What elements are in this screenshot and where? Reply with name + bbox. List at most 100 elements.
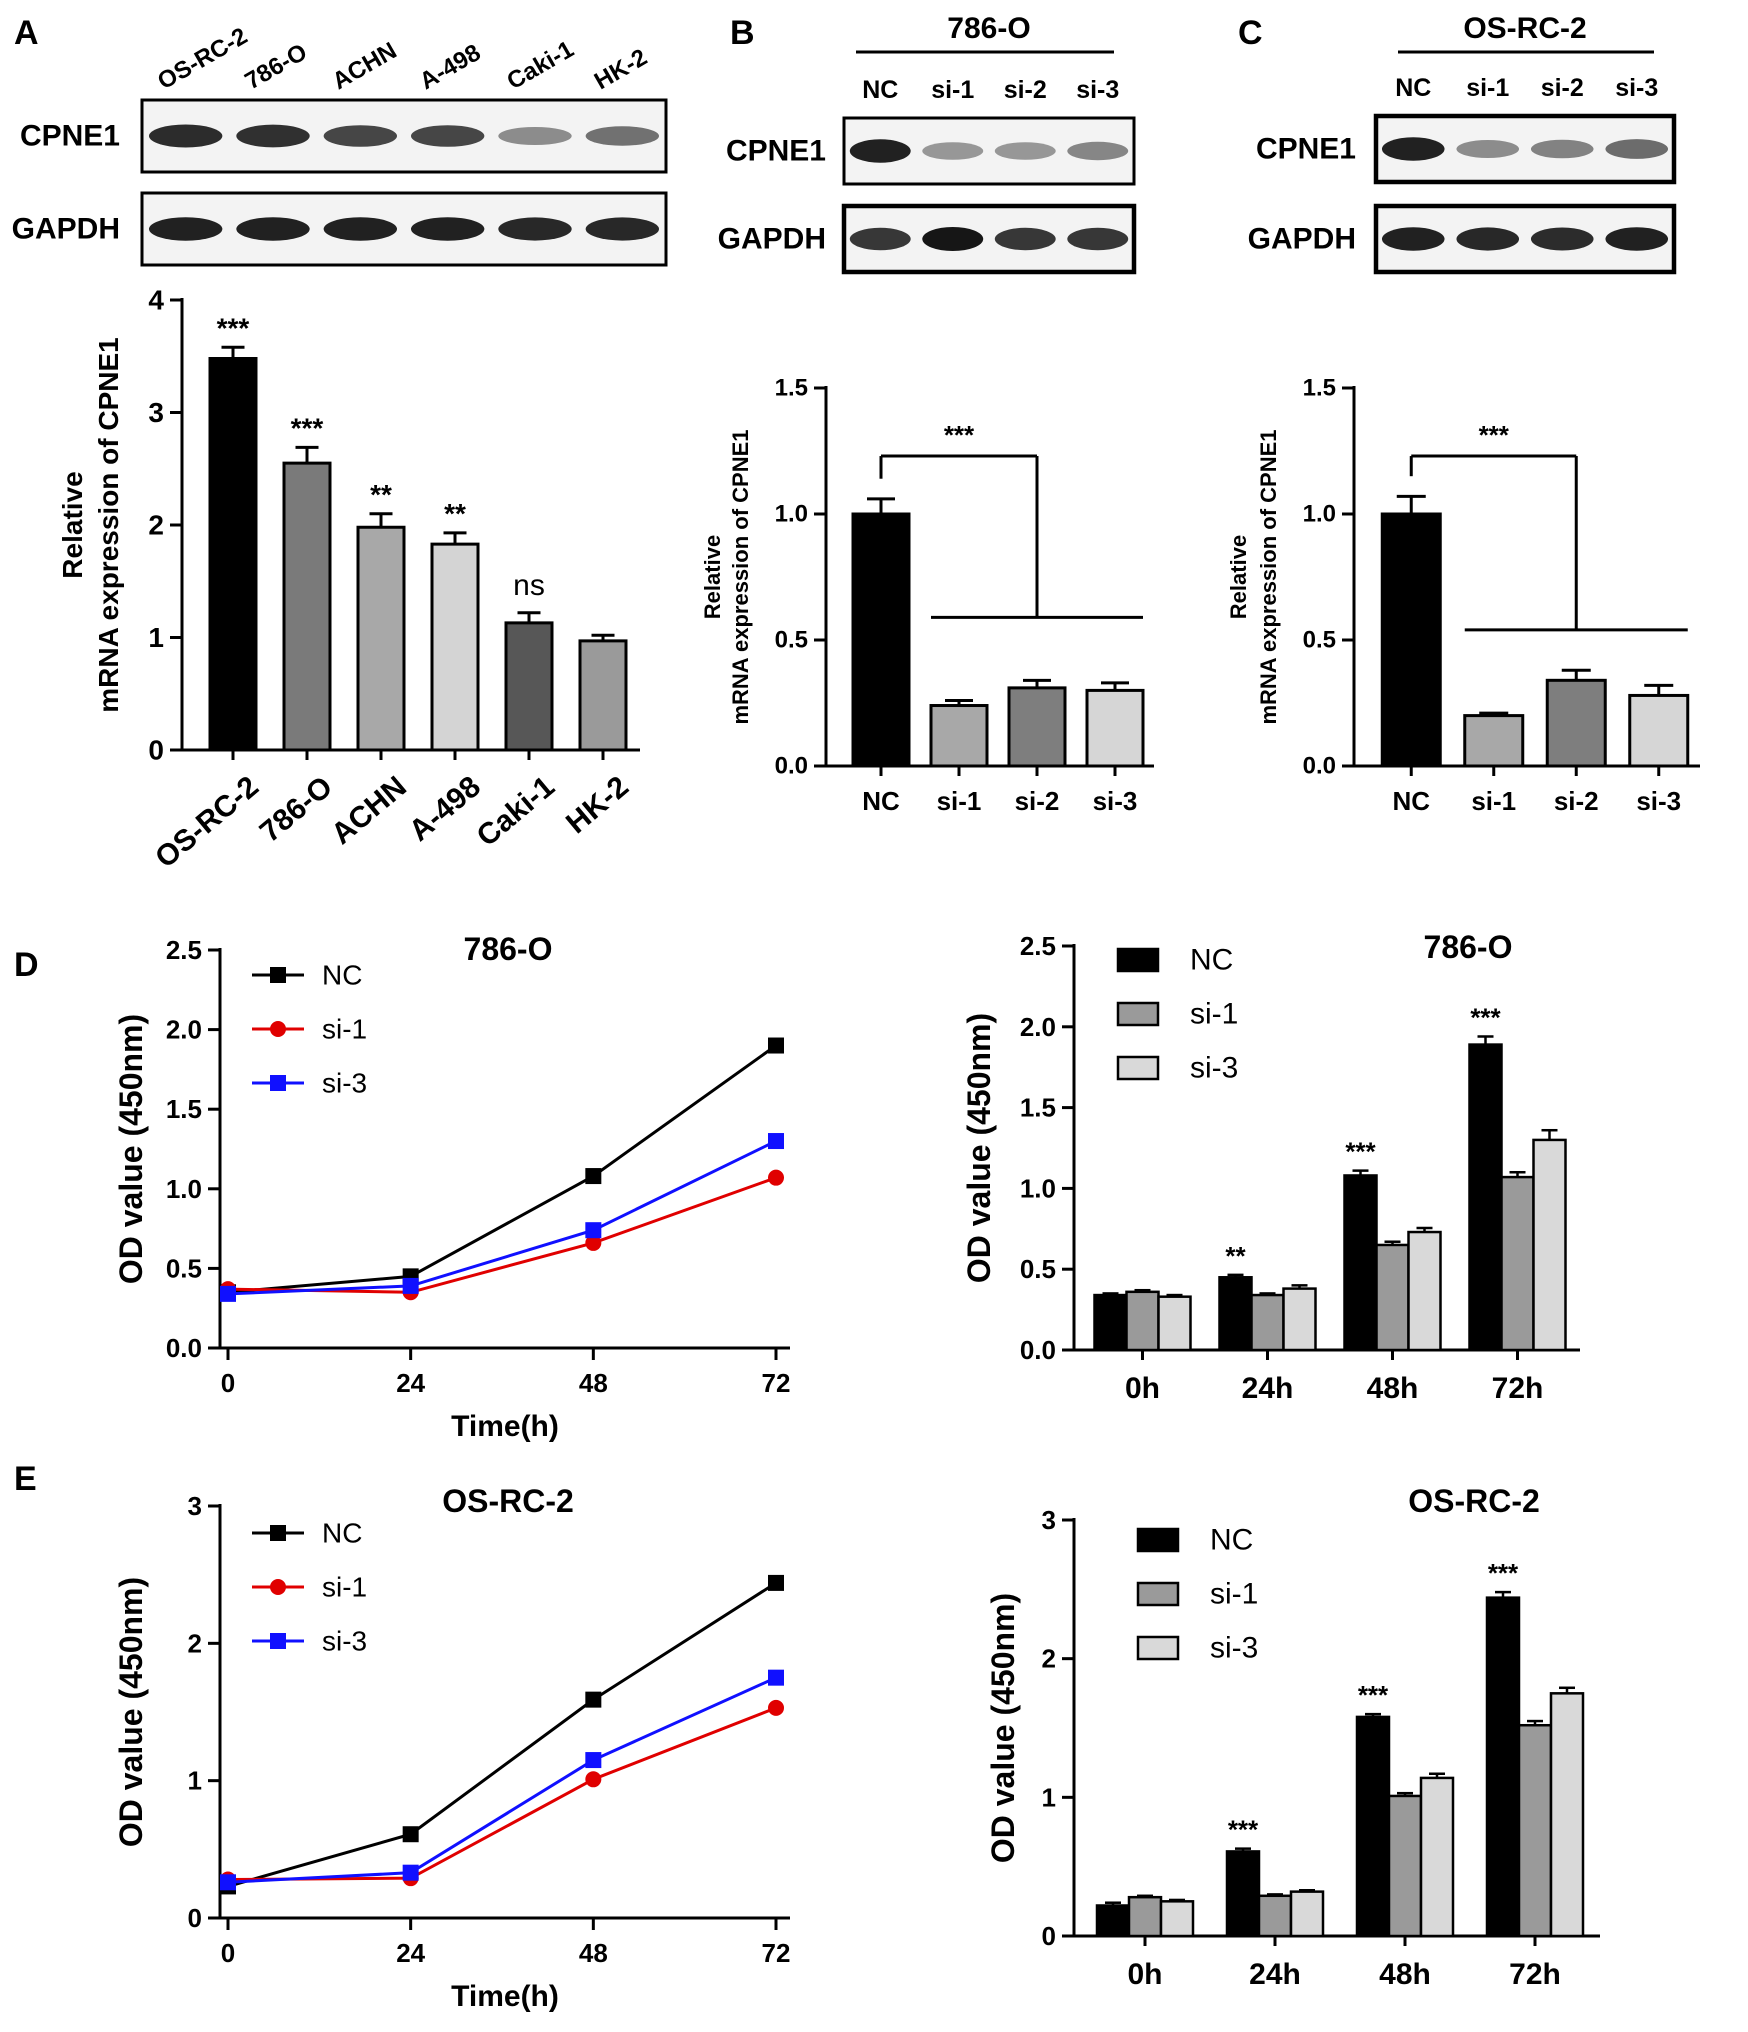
bar-nc-48h [1355,1715,1391,1938]
bar-a-ylabel-line1: Relative [57,471,88,578]
bar-786-o [282,461,332,752]
band [585,126,660,146]
bar-e-ylabel: OD value (450nm) [985,1593,1021,1863]
bar-si-3-48h [1419,1776,1455,1938]
bar-d-y-tick-label: 2.5 [1020,931,1056,961]
x-tick-label-si-3: si-3 [1636,786,1681,816]
x-tick-label-0h: 0h [1125,1372,1160,1405]
bar-nc-72h [1485,1596,1521,1938]
significance-os-rc-2: *** [217,312,250,343]
series-line-si-3 [227,1139,777,1296]
bar-nc-24h [1225,1850,1261,1938]
significance-48h: *** [1345,1137,1376,1167]
legend-label-nc: NC [1190,944,1233,977]
bar-si-1-72h [1517,1723,1553,1938]
blot-a-membrane-gapdh [140,191,668,267]
bar-d-title: 786-O [1424,929,1513,965]
point-si-1 [768,1169,784,1186]
bar-e-y-tick-label: 1 [1042,1782,1056,1812]
legend-label-nc: NC [1210,1524,1253,1557]
bar-c-y-tick-label: 1.5 [1303,375,1336,402]
bar-si-3-72h [1549,1692,1585,1938]
bar-si-1-72h [1500,1175,1535,1352]
bar-b-y-tick-label: 0.5 [775,627,808,654]
line-e-title: OS-RC-2 [442,1483,574,1519]
legend-label-nc: NC [322,1518,362,1549]
band [148,124,223,148]
point-nc [585,1691,602,1708]
bar-a-y-tick-label: 4 [148,285,164,316]
line-d-xlabel: Time(h) [451,1410,559,1443]
bar-si-3-72h [1532,1138,1567,1352]
line-d-y-tick-label: 1.0 [166,1174,202,1204]
x-tick-label-a-498: A-498 [403,770,487,848]
x-tick-label-hk-2: HK-2 [560,770,635,840]
panel-label-e: E [14,1460,37,1498]
panel-label-a: A [14,14,39,52]
legend-marker-nc [270,1525,286,1541]
significance-786-o: *** [291,412,324,443]
significance-caki-1: ns [513,569,545,602]
significance-24h: *** [1228,1815,1259,1845]
significance-24h: ** [1225,1241,1246,1271]
x-tick-label-nc: NC [1392,786,1430,816]
x-tick-label-si-2: si-2 [1554,786,1599,816]
legend-label-si-1: si-1 [1210,1578,1258,1611]
bar-si-1-0h [1127,1895,1163,1938]
series-line-si-1 [227,1706,777,1882]
x-tick-label-72h: 72h [1492,1372,1544,1405]
line-e-x-tick-label: 48 [579,1938,608,1968]
bar-e-y-tick-label: 3 [1042,1505,1056,1535]
blot-c-row-label-gapdh: GAPDH [1248,223,1356,256]
band [1067,141,1129,161]
line-d-x-tick-label: 0 [221,1368,235,1398]
legend-label-si-3: si-3 [1210,1632,1258,1665]
lane-label-a-498: A-498 [415,39,485,95]
bar-si-1 [929,704,989,768]
significance-72h: *** [1470,1002,1501,1032]
line-d-ylabel: OD value (450nm) [113,1014,149,1284]
bar-e-y-tick-label: 2 [1042,1644,1056,1674]
band [410,217,485,241]
blot-c-title: OS-RC-2 [1463,12,1586,45]
significance-bracket: *** [944,420,975,450]
lane-label-si-1: si-1 [1466,74,1509,102]
legend-label-si-3: si-3 [1190,1052,1238,1085]
line-d-x-tick-label: 72 [762,1368,791,1398]
lane-label-hk-2: HK-2 [590,44,652,95]
legend-swatch-si-3 [1136,1635,1180,1661]
blot-a-row-label-gapdh: GAPDH [12,213,120,246]
x-tick-label-0h: 0h [1127,1958,1162,1991]
legend-marker-si-1 [270,1579,286,1595]
band [236,124,310,148]
panel-e-line: 0 1 2 3 0 24 48 72 Time(h) OD value (450nm) OS-RC-… [113,1483,790,2013]
point-nc [768,1574,784,1591]
x-tick-label-si-3: si-3 [1093,786,1138,816]
legend-marker-si-3 [270,1633,286,1649]
band [1530,227,1594,251]
bar-a-498 [430,542,480,752]
line-e-x-tick-label: 24 [396,1938,425,1968]
panel-label-c: C [1238,14,1263,52]
significance-a-498: ** [444,498,466,529]
band [323,217,398,241]
panel-d-line: 0.0 0.5 1.0 1.5 2.0 2.5 0 24 48 72 Time(h) OD value… [113,931,790,1443]
bar-si-3-0h [1159,1900,1195,1938]
blot-a-row-label-cpne1: CPNE1 [20,120,120,153]
x-tick-label-48h: 48h [1379,1958,1431,1991]
x-tick-label-nc: NC [862,786,900,816]
legend-label-si-3: si-3 [322,1626,367,1657]
bar-b-y-tick-label: 1.5 [775,375,808,402]
point-si-3 [768,1133,784,1150]
bar-d-y-tick-label: 0.5 [1020,1254,1056,1284]
blot-b-row-label-cpne1: CPNE1 [726,135,826,168]
panel-e-bar: 0 1 2 3 0h 24h *** 48h *** 72h *** OD value (450nm)… [985,1483,1600,1991]
blot-b-title: 786-O [947,12,1030,45]
bar-a-y-tick-label: 1 [148,622,164,653]
line-d-y-tick-label: 0.0 [166,1333,202,1363]
legend-label-nc: NC [322,960,362,991]
lane-label-nc: NC [862,76,898,104]
x-tick-label-achn: ACHN [325,770,413,851]
